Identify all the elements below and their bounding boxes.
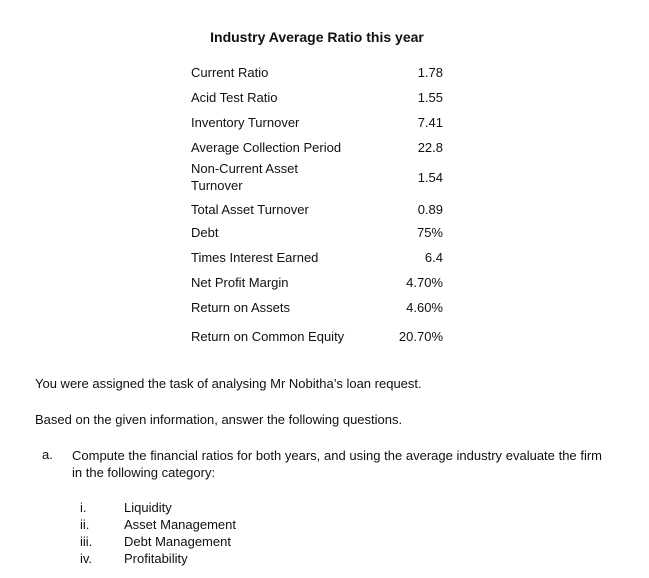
title: Industry Average Ratio this year <box>210 29 424 45</box>
row-value: 75% <box>416 225 443 240</box>
item-text: Asset Management <box>124 517 237 532</box>
item-marker: i. <box>80 500 87 515</box>
row-label: Current Ratio <box>191 65 269 80</box>
question-text: Compute the financial ratios for both ye… <box>72 448 602 480</box>
row-label: Return on Assets <box>191 300 290 315</box>
row-value: 6.4 <box>424 250 443 265</box>
item-text: Liquidity <box>124 500 172 515</box>
paragraph: You were assigned the task of analysing … <box>35 376 422 391</box>
row-label: Times Interest Earned <box>191 250 319 265</box>
item-text: Debt Management <box>124 534 231 549</box>
paragraph: Based on the given information, answer t… <box>35 412 403 427</box>
row-value: 20.70% <box>398 329 443 344</box>
row-value: 4.60% <box>406 300 443 315</box>
row-value: 4.70% <box>406 275 443 290</box>
row-label: Acid Test Ratio <box>191 90 278 105</box>
row-label: Total Asset Turnover <box>191 202 309 217</box>
question-marker: a. <box>42 447 53 462</box>
item-marker: ii. <box>80 517 90 532</box>
row-value: 22.8 <box>417 140 443 155</box>
row-value: 7.41 <box>417 115 443 130</box>
row-label: Return on Common Equity <box>191 329 345 344</box>
row-label: Debt <box>191 225 219 240</box>
row-label: Non-Current Asset Turnover <box>191 161 298 193</box>
item-marker: iv. <box>80 551 93 566</box>
row-label: Net Profit Margin <box>191 275 289 290</box>
row-value: 1.55 <box>417 90 443 105</box>
item-marker: iii. <box>80 534 93 549</box>
row-value: 1.54 <box>417 170 443 185</box>
row-label: Average Collection Period <box>191 140 342 155</box>
row-value: 0.89 <box>417 202 443 217</box>
row-label: Inventory Turnover <box>191 115 300 130</box>
item-text: Profitability <box>124 551 188 566</box>
row-value: 1.78 <box>417 65 443 80</box>
